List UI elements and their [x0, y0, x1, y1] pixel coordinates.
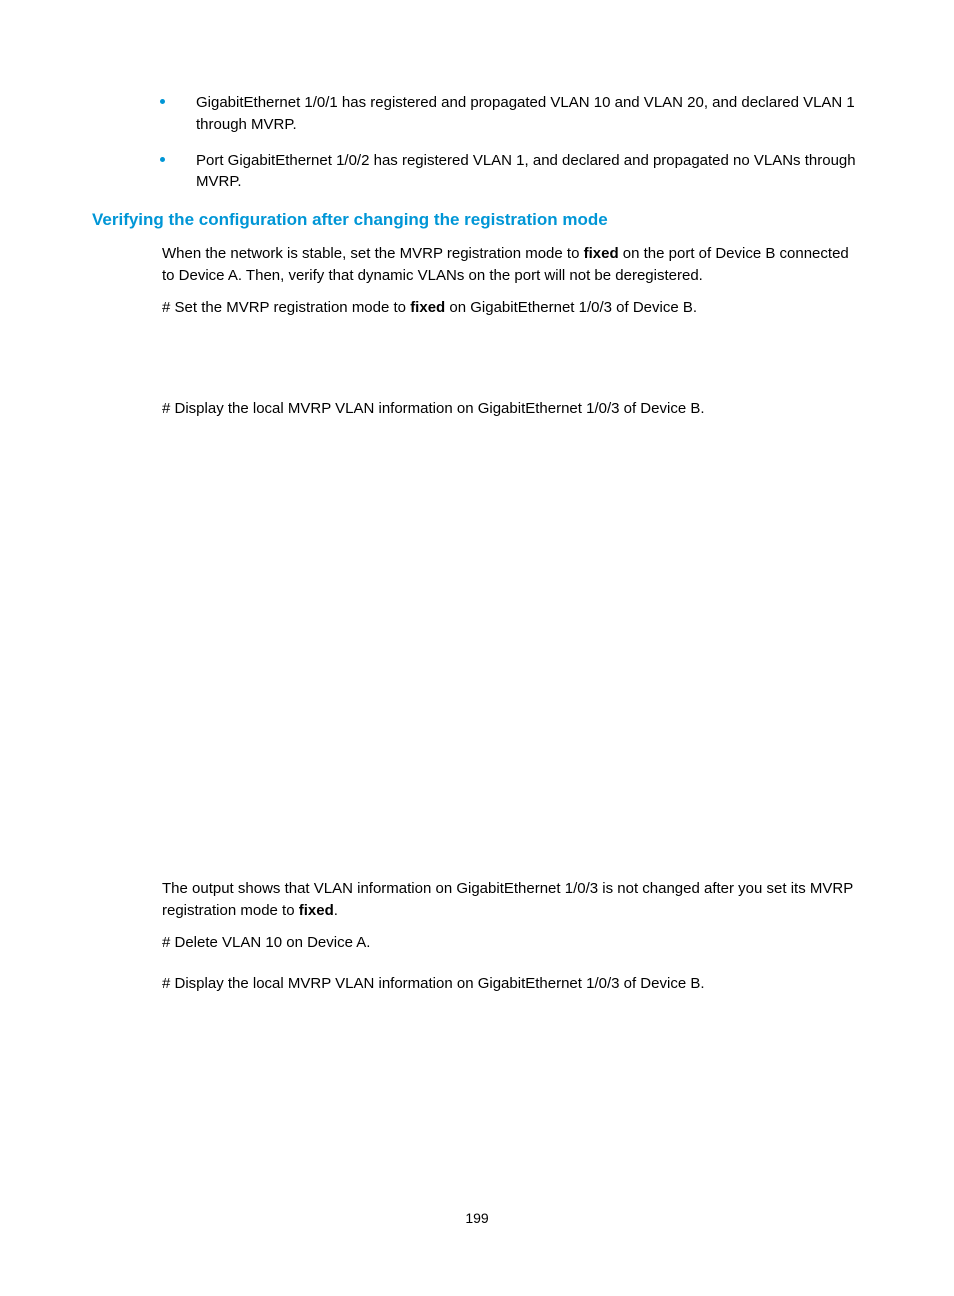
paragraph: # Delete VLAN 10 on Device A.: [162, 932, 862, 954]
section-heading: Verifying the configuration after changi…: [92, 209, 862, 231]
list-item: Port GigabitEthernet 1/0/2 has registere…: [92, 150, 862, 194]
paragraph: When the network is stable, set the MVRP…: [162, 243, 862, 287]
bold-text: fixed: [299, 902, 334, 919]
paragraph: # Set the MVRP registration mode to fixe…: [162, 297, 862, 319]
bullet-icon: [160, 157, 165, 162]
paragraph-text: # Set the MVRP registration mode to: [162, 299, 410, 316]
list-item-text: Port GigabitEthernet 1/0/2 has registere…: [196, 152, 856, 191]
list-item-text: GigabitEthernet 1/0/1 has registered and…: [196, 94, 855, 133]
content-area: GigabitEthernet 1/0/1 has registered and…: [92, 92, 862, 1005]
spacer: [92, 430, 862, 878]
spacer: [92, 963, 862, 973]
document-page: GigabitEthernet 1/0/1 has registered and…: [0, 0, 954, 1296]
paragraph-text: When the network is stable, set the MVRP…: [162, 245, 584, 262]
bullet-list: GigabitEthernet 1/0/1 has registered and…: [92, 92, 862, 193]
bullet-icon: [160, 99, 165, 104]
paragraph: # Display the local MVRP VLAN informatio…: [162, 973, 862, 995]
list-item: GigabitEthernet 1/0/1 has registered and…: [92, 92, 862, 136]
bold-text: fixed: [410, 299, 445, 316]
bold-text: fixed: [584, 245, 619, 262]
paragraph-text: on GigabitEthernet 1/0/3 of Device B.: [445, 299, 697, 316]
spacer: [92, 328, 862, 398]
paragraph: # Display the local MVRP VLAN informatio…: [162, 398, 862, 420]
paragraph: The output shows that VLAN information o…: [162, 878, 862, 922]
paragraph-text: .: [334, 902, 338, 919]
page-number: 199: [0, 1210, 954, 1226]
paragraph-text: The output shows that VLAN information o…: [162, 880, 853, 919]
